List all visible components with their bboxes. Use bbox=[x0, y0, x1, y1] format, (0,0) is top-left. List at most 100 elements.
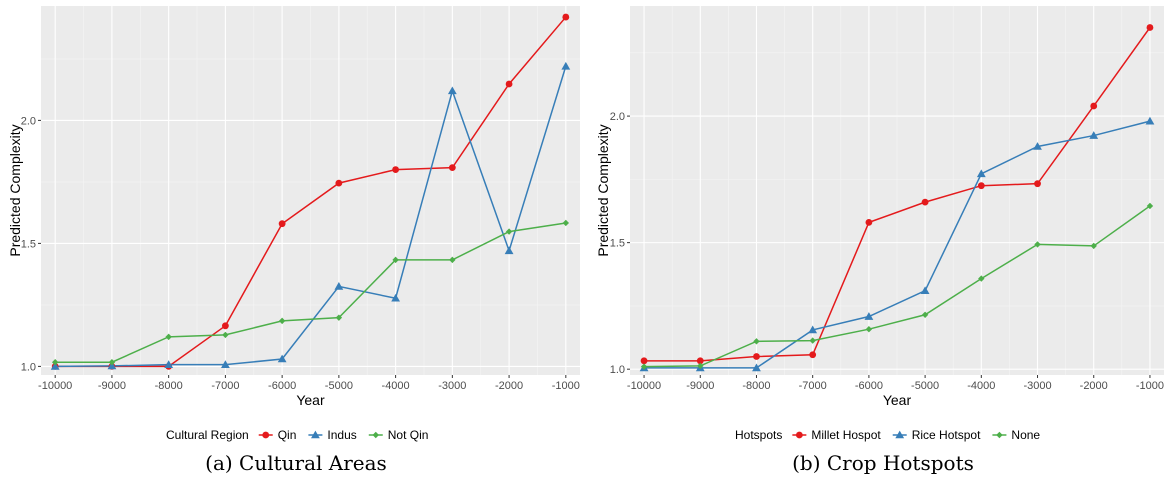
cultural-caption: (a) Cultural Areas bbox=[205, 451, 387, 475]
cultural-x-tick-label: -8000 bbox=[155, 380, 183, 392]
hotspot-data-point-millet-hospot bbox=[1034, 180, 1041, 188]
hotspot-series-line-none bbox=[644, 205, 1151, 368]
hotspot-x-tick-label: -7000 bbox=[799, 380, 827, 392]
cultural-data-point-not-qin bbox=[108, 359, 116, 366]
hotspot-data-point-none bbox=[1034, 241, 1041, 248]
hotspot-data-point-millet-hospot bbox=[696, 357, 704, 365]
hotspot-data-point-none bbox=[978, 275, 985, 282]
hotspot-data-point-rice-hotspot bbox=[864, 312, 874, 320]
chart-cultural-areas: 1.0 1.5 2.0 -10000 -9000 -8000 -7000 -6000 -5000… bbox=[7, 6, 580, 475]
hotspot-data-point-none bbox=[1146, 202, 1154, 210]
cultural-data-point-indus bbox=[220, 360, 230, 368]
hotspot-series-line-rice-hotspot bbox=[644, 120, 1151, 369]
cultural-series-line-not-qin bbox=[55, 222, 566, 363]
hotspot-legend-label-none: None bbox=[1011, 428, 1040, 442]
cultural-series-line-qin bbox=[55, 16, 567, 368]
chart-panel-crop-hotspots: 1.0 1.5 2.0 -10000 -9000 -8000 -7000 -6000 -5000… bbox=[582, 0, 1164, 491]
chart-panel-cultural-areas: 1.0 1.5 2.0 -10000 -9000 -8000 -7000 -6000 -5000… bbox=[7, 6, 580, 475]
cultural-data-point-indus bbox=[334, 282, 344, 290]
hotspot-x-tick-label: -3000 bbox=[1023, 380, 1051, 392]
cultural-data-point-not-qin bbox=[51, 359, 59, 366]
cultural-legend-key-marker-qin bbox=[262, 431, 270, 439]
cultural-data-point-not-qin bbox=[335, 314, 343, 321]
hotspot-x-tick-label: -6000 bbox=[855, 380, 883, 392]
cultural-y-tick-label: 2.0 bbox=[21, 115, 36, 127]
hotspot-x-tick-label: -4000 bbox=[967, 380, 995, 392]
cultural-data-point-indus bbox=[504, 246, 514, 255]
cultural-x-tick-label: -1000 bbox=[552, 380, 580, 392]
cultural-x-tick-label: -7000 bbox=[211, 380, 239, 392]
cultural-data-point-not-qin bbox=[165, 333, 172, 341]
cultural-data-point-indus bbox=[277, 354, 287, 363]
hotspot-data-point-millet-hospot bbox=[1146, 24, 1154, 31]
cultural-data-point-qin bbox=[562, 13, 570, 21]
hotspot-data-point-millet-hospot bbox=[1090, 102, 1098, 110]
hotspot-legend-key-marker-none bbox=[996, 431, 1003, 439]
cultural-data-point-qin bbox=[448, 164, 456, 172]
cultural-data-point-qin bbox=[278, 220, 286, 228]
hotspot-data-point-millet-hospot bbox=[640, 357, 648, 365]
cultural-data-point-not-qin bbox=[505, 228, 513, 235]
hotspot-data-point-none bbox=[809, 337, 816, 344]
cultural-data-point-indus bbox=[447, 86, 457, 95]
cultural-data-point-indus bbox=[391, 293, 401, 302]
cultural-data-point-not-qin bbox=[222, 331, 229, 339]
cultural-x-tick-label: -2000 bbox=[495, 380, 523, 392]
cultural-y-tick-label: 1.5 bbox=[21, 238, 36, 250]
cultural-legend-key-marker-not-qin bbox=[372, 431, 379, 439]
hotspot-legend-key-marker-millet-hospot bbox=[795, 431, 803, 439]
cultural-data-point-not-qin bbox=[392, 256, 399, 264]
cultural-legend-label-qin: Qin bbox=[278, 428, 297, 442]
cultural-x-tick-label: -5000 bbox=[325, 380, 353, 392]
cultural-data-point-not-qin bbox=[449, 256, 456, 264]
hotspot-data-point-rice-hotspot bbox=[752, 363, 761, 372]
cultural-data-point-indus bbox=[164, 360, 174, 368]
cultural-data-point-qin bbox=[505, 80, 513, 88]
cultural-data-point-indus bbox=[561, 61, 571, 70]
hotspot-legend-label-rice-hotspot: Rice Hotspot bbox=[912, 428, 981, 442]
hotspot-data-point-millet-hospot bbox=[921, 198, 929, 206]
hotspot-series-line-millet-hospot bbox=[644, 27, 1151, 362]
cultural-data-point-qin bbox=[392, 166, 400, 173]
hotspot-y-tick-label: 1.5 bbox=[610, 238, 625, 250]
hotspot-legend-title: Hotspots bbox=[735, 428, 782, 442]
cultural-y-axis-title: Predicted Complexity bbox=[7, 124, 23, 256]
hotspot-y-tick-label: 1.0 bbox=[610, 364, 625, 376]
cultural-data-point-indus bbox=[50, 361, 60, 370]
cultural-x-axis-title: Year bbox=[296, 392, 325, 408]
hotspot-data-point-millet-hospot bbox=[865, 218, 873, 226]
cultural-x-tick-label: -3000 bbox=[438, 380, 466, 392]
cultural-data-point-qin bbox=[221, 322, 229, 330]
cultural-series-line-indus bbox=[55, 66, 567, 368]
hotspot-x-tick-label: -1000 bbox=[1136, 380, 1164, 392]
hotspot-data-point-rice-hotspot bbox=[1145, 116, 1155, 125]
cultural-x-tick-label: -9000 bbox=[98, 380, 126, 392]
hotspot-data-point-rice-hotspot bbox=[808, 325, 818, 334]
cultural-data-point-not-qin bbox=[278, 317, 286, 325]
hotspot-legend-key-marker-rice-hotspot bbox=[895, 430, 905, 439]
hotspot-data-point-none bbox=[1090, 242, 1097, 250]
hotspot-x-tick-label: -8000 bbox=[742, 380, 770, 392]
hotspot-x-tick-label: -10000 bbox=[627, 380, 661, 392]
cultural-data-point-not-qin bbox=[562, 219, 570, 227]
hotspot-x-tick-label: -5000 bbox=[911, 380, 939, 392]
cultural-legend-key-marker-indus bbox=[311, 430, 320, 439]
hotspot-data-point-millet-hospot bbox=[809, 351, 817, 359]
hotspot-data-point-millet-hospot bbox=[977, 182, 985, 190]
hotspot-y-axis-title: Predicted Complexity bbox=[595, 124, 611, 256]
cultural-legend-title: Cultural Region bbox=[166, 428, 249, 442]
hotspot-legend-label-millet-hospot: Millet Hospot bbox=[811, 428, 881, 442]
hotspot-data-point-rice-hotspot bbox=[920, 286, 930, 295]
hotspot-x-tick-label: -9000 bbox=[686, 380, 714, 392]
hotspot-x-axis-title: Year bbox=[883, 392, 912, 408]
hotspot-caption: (b) Crop Hotspots bbox=[792, 451, 974, 475]
cultural-y-tick-label: 1.0 bbox=[21, 361, 36, 373]
cultural-x-tick-label: -4000 bbox=[382, 380, 410, 392]
hotspot-data-point-rice-hotspot bbox=[976, 169, 986, 178]
hotspot-data-point-millet-hospot bbox=[753, 353, 760, 360]
cultural-legend-label-not-qin: Not Qin bbox=[388, 428, 429, 442]
cultural-x-tick-label: -10000 bbox=[38, 380, 72, 392]
hotspot-data-point-rice-hotspot bbox=[1033, 142, 1042, 150]
hotspot-y-tick-label: 2.0 bbox=[610, 111, 625, 123]
chart-crop-hotspots: 1.0 1.5 2.0 -10000 -9000 -8000 -7000 -6000 -5000… bbox=[595, 6, 1164, 475]
